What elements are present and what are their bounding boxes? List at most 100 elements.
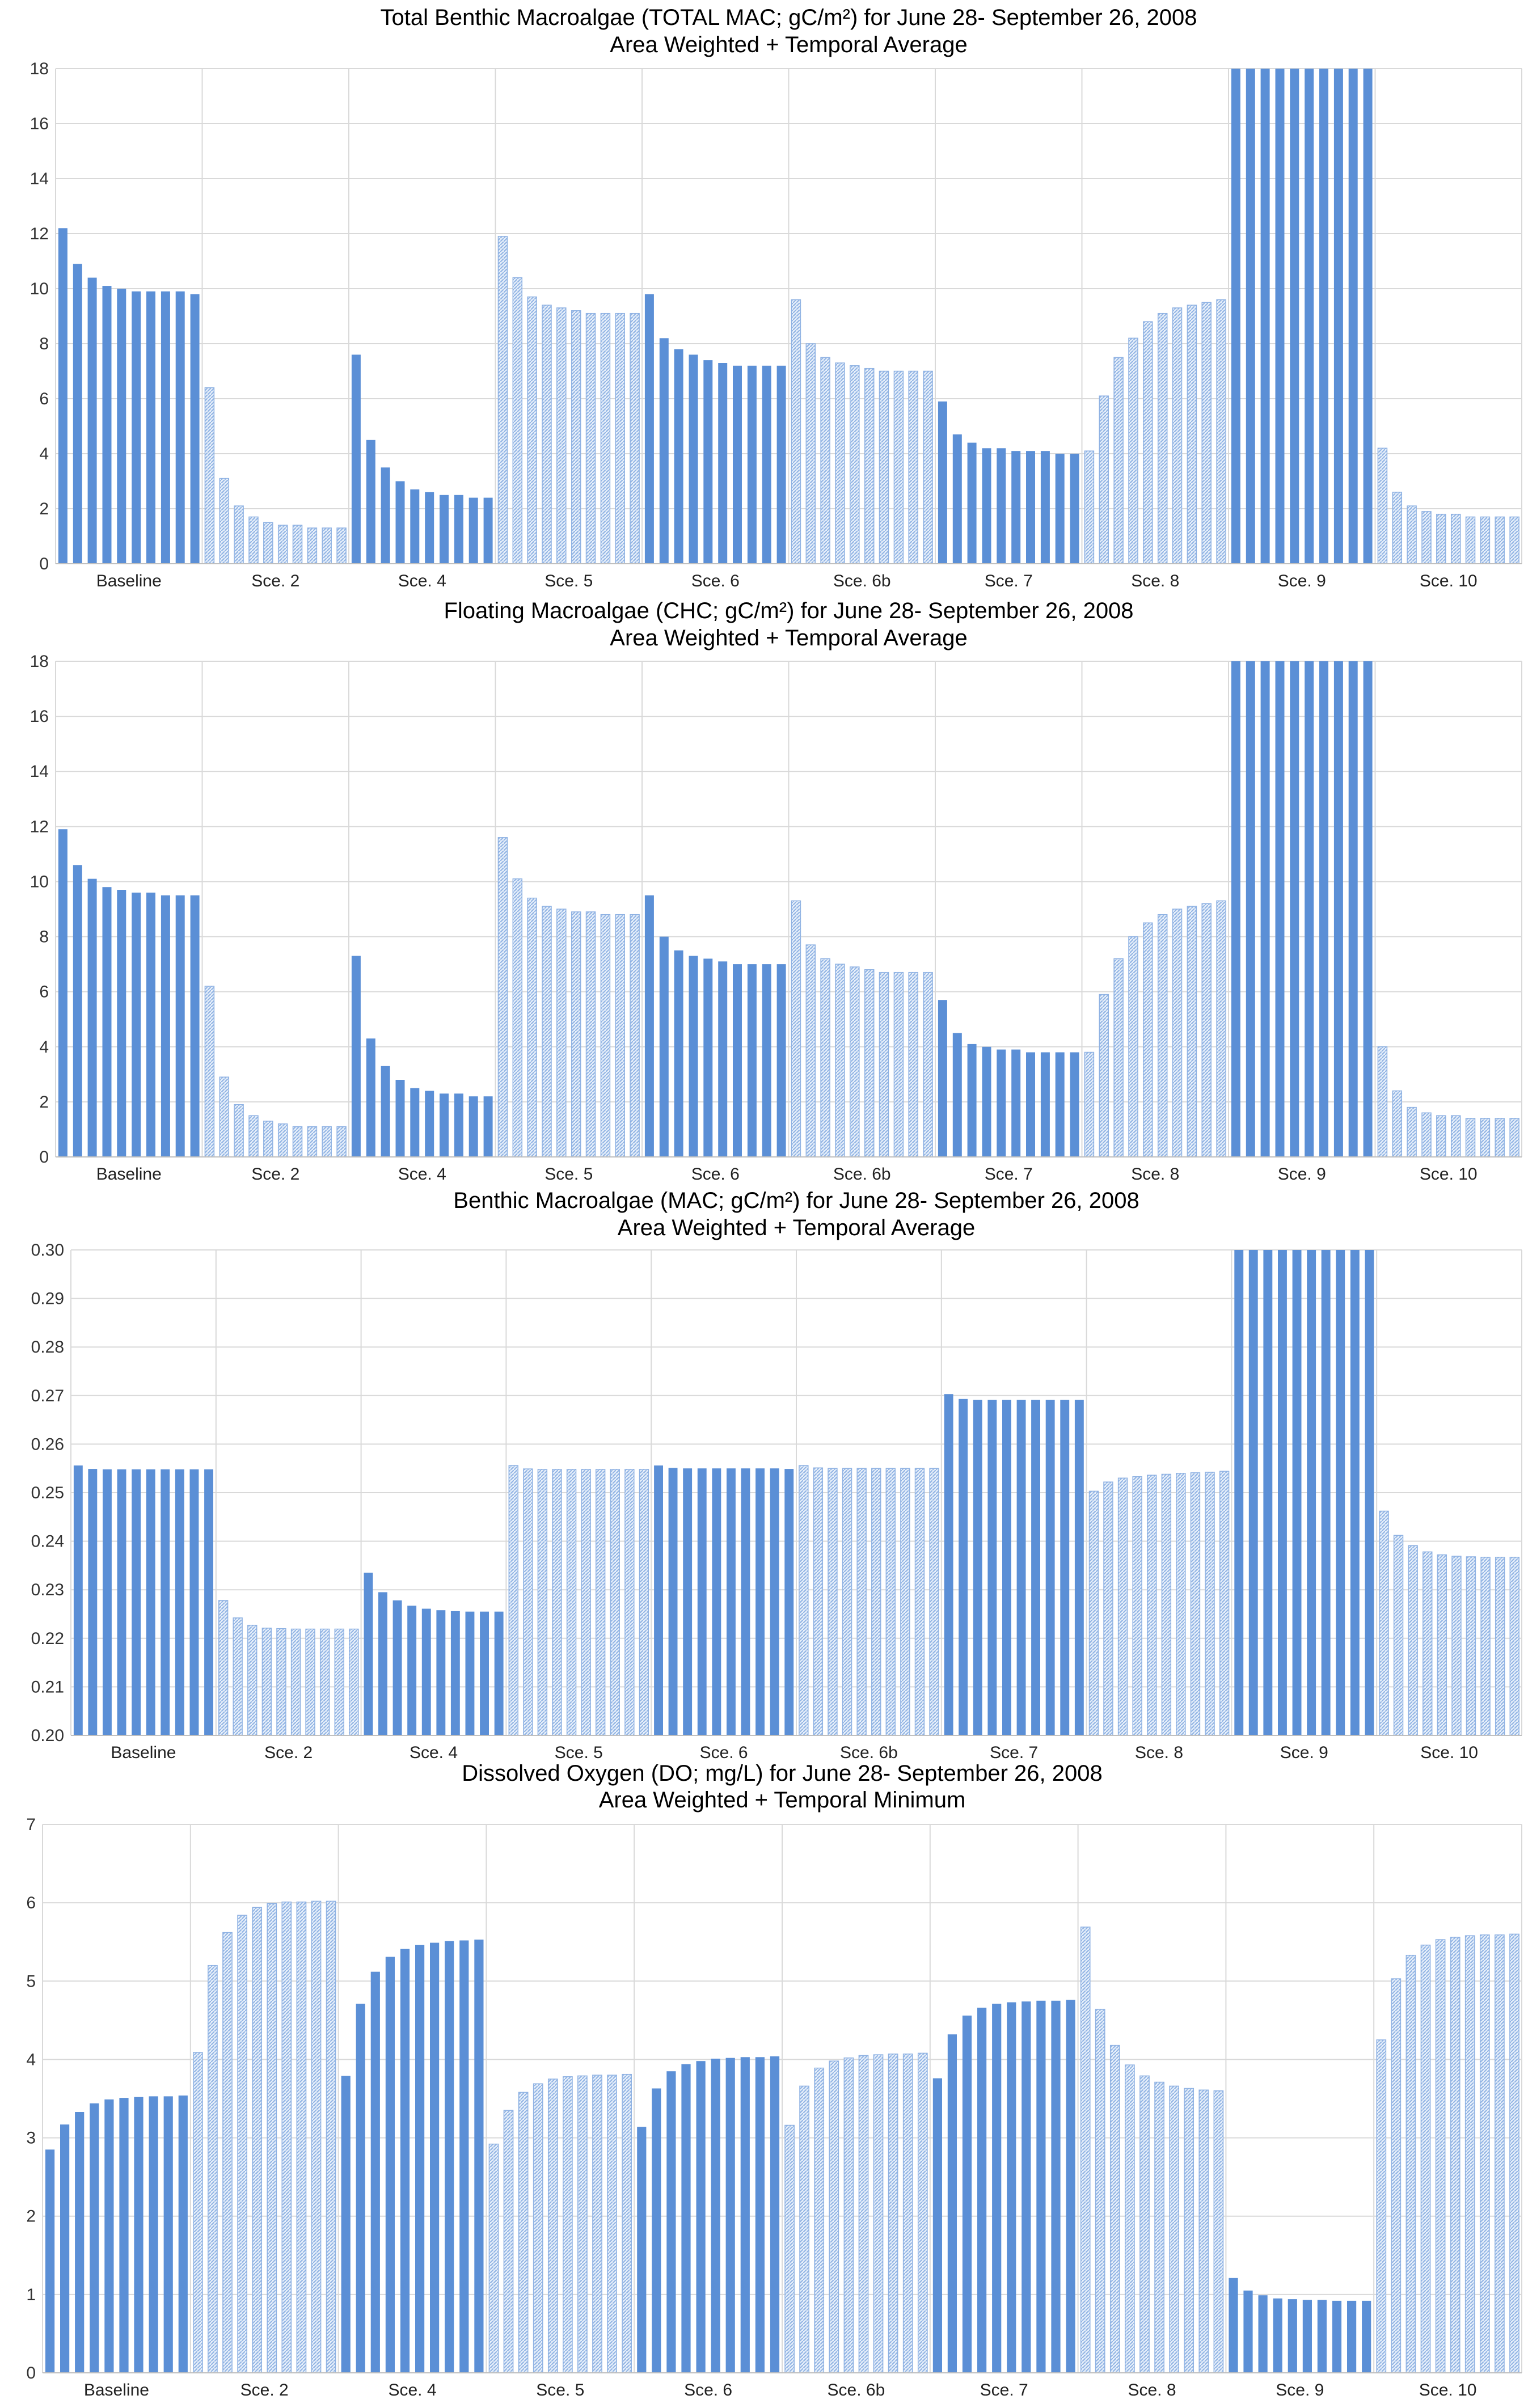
bar bbox=[1407, 505, 1417, 564]
bar bbox=[1231, 661, 1240, 1157]
bar bbox=[392, 1600, 402, 1735]
x-tick-label: Sce. 4 bbox=[388, 2381, 436, 2399]
bar bbox=[497, 837, 508, 1157]
bar bbox=[1051, 2000, 1061, 2373]
bar bbox=[1109, 2044, 1120, 2373]
bar bbox=[770, 2056, 780, 2373]
bar bbox=[281, 1902, 292, 2373]
bar bbox=[415, 1945, 425, 2373]
bar bbox=[1348, 661, 1358, 1157]
bar bbox=[835, 964, 845, 1157]
bar bbox=[1040, 451, 1050, 564]
bar bbox=[311, 1900, 322, 2373]
bar bbox=[1405, 1954, 1416, 2373]
y-tick-label: 3 bbox=[26, 2129, 36, 2148]
bar bbox=[1333, 69, 1343, 564]
bar bbox=[1095, 2009, 1105, 2373]
bar bbox=[615, 914, 625, 1157]
bar bbox=[146, 1469, 155, 1735]
bar bbox=[132, 291, 141, 564]
bar bbox=[1216, 900, 1226, 1157]
bar bbox=[395, 481, 405, 564]
bar bbox=[652, 2088, 661, 2373]
y-tick-label: 1 bbox=[26, 2286, 36, 2304]
bar bbox=[533, 2083, 543, 2373]
bar bbox=[178, 2096, 188, 2373]
bar bbox=[932, 2078, 942, 2373]
y-tick-label: 4 bbox=[39, 445, 49, 463]
bar bbox=[305, 1628, 315, 1736]
x-tick-label: Sce. 6b bbox=[833, 1165, 891, 1184]
bar bbox=[1305, 661, 1314, 1157]
bar bbox=[1099, 395, 1109, 564]
bar bbox=[1480, 1118, 1491, 1157]
bar bbox=[1464, 1935, 1475, 2373]
bar bbox=[319, 1628, 330, 1736]
bar bbox=[1125, 2064, 1135, 2373]
bar bbox=[247, 1624, 258, 1736]
bar bbox=[73, 1465, 83, 1735]
bar bbox=[1055, 454, 1065, 564]
bar bbox=[261, 1628, 272, 1736]
bar bbox=[1229, 2278, 1238, 2373]
bar bbox=[1333, 661, 1343, 1157]
bar bbox=[395, 1080, 405, 1157]
bar bbox=[829, 2060, 839, 2373]
bar bbox=[784, 1469, 794, 1735]
bar bbox=[1407, 1106, 1417, 1157]
y-tick-label: 10 bbox=[30, 280, 49, 298]
bar bbox=[973, 1400, 982, 1735]
bar bbox=[1275, 661, 1285, 1157]
bar bbox=[814, 2067, 825, 2373]
y-tick-label: 16 bbox=[30, 707, 49, 726]
y-tick-label: 6 bbox=[39, 983, 49, 1002]
bar bbox=[440, 495, 449, 564]
bar bbox=[322, 1126, 332, 1157]
bar bbox=[410, 1088, 420, 1157]
bar bbox=[468, 1096, 478, 1157]
chart-panel: Dissolved Oxygen (DO; mg/L) for June 28-… bbox=[26, 1761, 1522, 2399]
bar bbox=[436, 1610, 446, 1735]
bar bbox=[908, 971, 918, 1157]
bar bbox=[1451, 1556, 1462, 1736]
bar bbox=[1275, 69, 1285, 564]
bar bbox=[523, 1468, 533, 1736]
y-tick-label: 8 bbox=[39, 335, 49, 353]
bar bbox=[161, 1469, 170, 1735]
bar bbox=[813, 1467, 824, 1736]
y-tick-label: 0.22 bbox=[31, 1629, 64, 1648]
bar bbox=[1350, 1250, 1360, 1735]
bar bbox=[503, 2110, 514, 2373]
bar bbox=[1205, 1472, 1215, 1736]
bar bbox=[615, 312, 625, 564]
bar bbox=[134, 2097, 143, 2373]
bar bbox=[208, 1965, 218, 2373]
bar bbox=[644, 294, 654, 564]
bar bbox=[952, 434, 962, 564]
bar bbox=[527, 296, 537, 564]
bar bbox=[1258, 2295, 1268, 2373]
bar bbox=[326, 1900, 336, 2373]
bar bbox=[366, 1038, 375, 1157]
bar bbox=[1026, 1052, 1035, 1157]
y-tick-label: 0.24 bbox=[31, 1532, 64, 1551]
y-tick-label: 18 bbox=[30, 652, 49, 671]
y-tick-label: 6 bbox=[39, 390, 49, 408]
bar bbox=[381, 1066, 390, 1157]
chart-subtitle: Area Weighted + Temporal Average bbox=[618, 1215, 975, 1240]
bar bbox=[725, 2058, 735, 2373]
bar bbox=[992, 2004, 1002, 2373]
bar bbox=[234, 505, 244, 564]
bar bbox=[585, 911, 596, 1157]
bar bbox=[1436, 1115, 1446, 1157]
bar bbox=[776, 964, 786, 1157]
x-tick-label: Sce. 6b bbox=[840, 1743, 898, 1762]
bar bbox=[858, 2055, 869, 2373]
bar bbox=[542, 906, 552, 1157]
bar bbox=[1450, 513, 1461, 564]
y-tick-label: 0 bbox=[39, 555, 49, 573]
bar bbox=[805, 343, 816, 564]
bar bbox=[1113, 958, 1124, 1157]
bar bbox=[1319, 661, 1328, 1157]
